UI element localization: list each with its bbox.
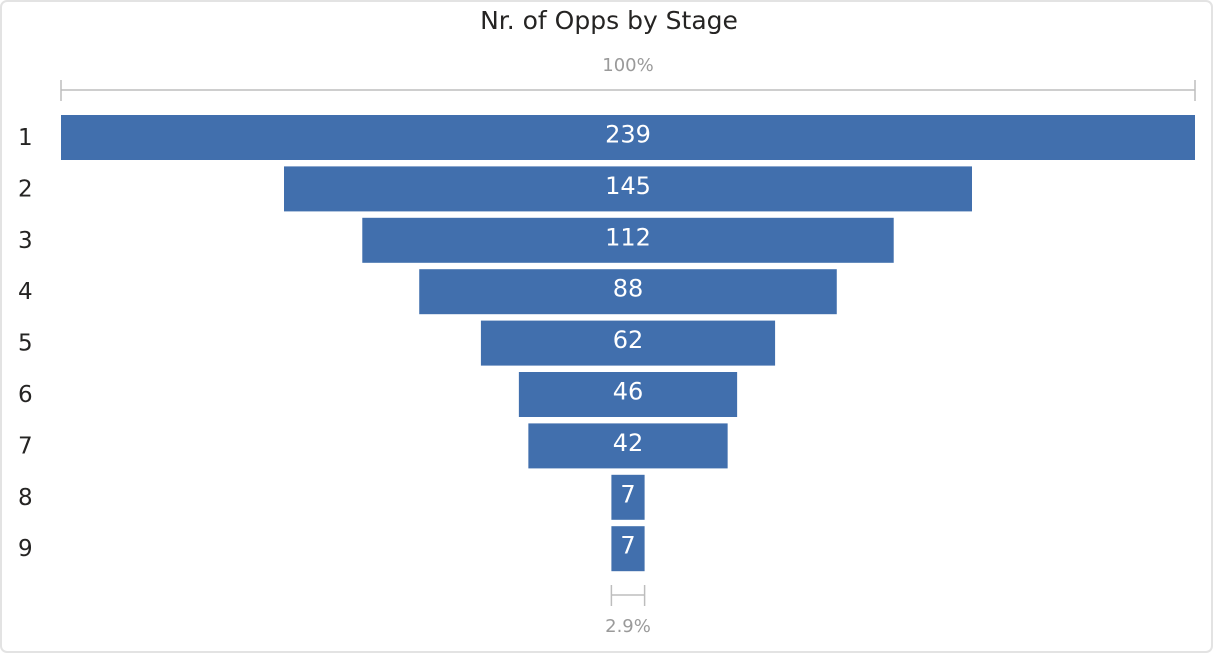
bar [518, 372, 738, 417]
data-label: 88 [613, 275, 644, 303]
bar [480, 320, 776, 366]
bar [284, 166, 972, 212]
data-label: 42 [613, 429, 644, 457]
data-label: 145 [605, 172, 651, 200]
bar [61, 115, 1195, 160]
bar [362, 217, 894, 263]
category-label: 6 [18, 382, 33, 408]
bar [528, 423, 728, 469]
bar [611, 474, 645, 520]
data-label: 62 [613, 326, 644, 354]
data-label: 7 [620, 480, 635, 508]
category-label: 8 [18, 485, 33, 511]
category-label: 2 [18, 176, 33, 202]
chart-title: Nr. of Opps by Stage [480, 6, 738, 35]
category-label: 1 [18, 125, 33, 151]
category-label: 4 [18, 279, 33, 305]
category-label: 9 [18, 536, 33, 562]
data-label: 46 [613, 378, 644, 406]
data-label: 7 [620, 532, 635, 560]
bar [611, 526, 645, 572]
category-label: 7 [18, 433, 33, 459]
category-label: 3 [18, 228, 33, 254]
category-label: 5 [18, 331, 33, 357]
top-annotation: 100% [602, 55, 653, 76]
data-label: 239 [605, 121, 651, 149]
data-label: 112 [605, 223, 651, 251]
bottom-annotation: 2.9% [605, 616, 651, 637]
bar [419, 269, 837, 315]
